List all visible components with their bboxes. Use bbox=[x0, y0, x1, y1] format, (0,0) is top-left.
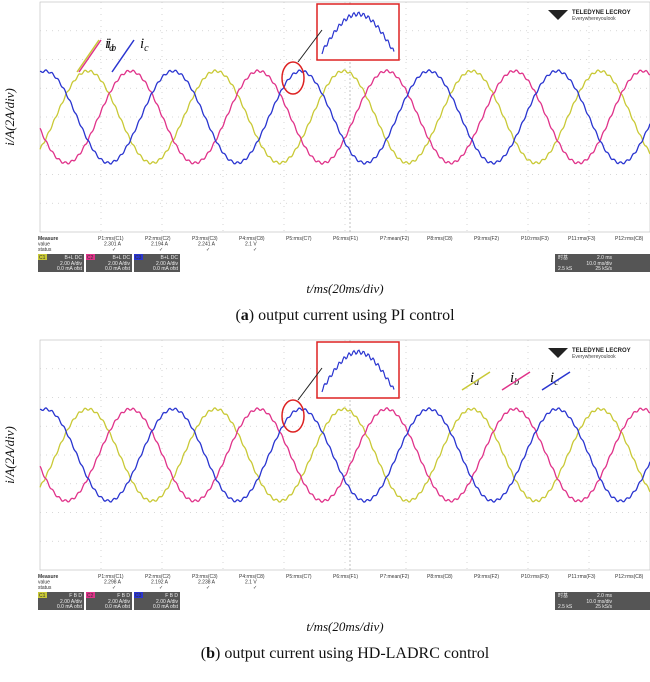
channel-offset: 0.0 mA ofst bbox=[153, 266, 179, 272]
measure-status: ✓ bbox=[112, 247, 116, 253]
channel-name: C1 bbox=[39, 593, 46, 599]
caption-label: b bbox=[206, 645, 215, 662]
measure-param: P8:rms(C8) bbox=[427, 236, 453, 242]
figure: TELEDYNE LECROYEverywhereyoulookiaibici/… bbox=[0, 0, 650, 682]
measure-status: ✓ bbox=[253, 585, 257, 591]
timebase-rate: 25 kS/s bbox=[595, 604, 612, 610]
caption-text: ) output current using HD-LADRC control bbox=[215, 645, 490, 662]
measure-param: P11:rms(F3) bbox=[568, 574, 596, 580]
caption: (a) output current using PI control bbox=[235, 307, 455, 324]
caption-text: ) output current using PI control bbox=[249, 307, 455, 324]
measure-param: P9:rms(F2) bbox=[474, 574, 499, 580]
measure-status: ✓ bbox=[206, 585, 210, 591]
measure-param: P12:rms(C8) bbox=[615, 574, 644, 580]
measure-param: P11:rms(F3) bbox=[568, 236, 596, 242]
timebase-samples: 2.5 kS bbox=[558, 604, 573, 610]
measure-param: P10:rms(F3) bbox=[521, 574, 549, 580]
measure-status: ✓ bbox=[112, 585, 116, 591]
slogan: Everywhereyoulook bbox=[572, 16, 616, 22]
channel-name: C3 bbox=[135, 255, 142, 261]
channel-name: C2 bbox=[87, 255, 94, 261]
measure-header: status bbox=[38, 585, 52, 591]
channel-offset: 0.0 mA ofst bbox=[57, 266, 83, 272]
measure-param: P8:rms(C8) bbox=[427, 574, 453, 580]
y-axis-label: i/A(2A/div) bbox=[2, 426, 17, 484]
channel-offset: 0.0 mA ofst bbox=[105, 604, 131, 610]
channel-name: C3 bbox=[135, 593, 142, 599]
timebase-label: 时基 bbox=[558, 592, 568, 599]
measure-param: P10:rms(F3) bbox=[521, 236, 549, 242]
measure-param: P7:mean(F2) bbox=[380, 574, 410, 580]
y-axis-label: i/A(2A/div) bbox=[2, 88, 17, 146]
measure-status: ✓ bbox=[253, 247, 257, 253]
measure-status: ✓ bbox=[159, 585, 163, 591]
measure-param: P5:rms(C7) bbox=[286, 574, 312, 580]
measure-param: P6:rms(F1) bbox=[333, 574, 358, 580]
channel-name: C2 bbox=[87, 593, 94, 599]
measure-param: P9:rms(F2) bbox=[474, 236, 499, 242]
measure-param: P7:mean(F2) bbox=[380, 236, 410, 242]
channel-name: C1 bbox=[39, 255, 46, 261]
slogan: Everywhereyoulook bbox=[572, 354, 616, 360]
measure-header: status bbox=[38, 247, 52, 253]
channel-offset: 0.0 mA ofst bbox=[105, 266, 131, 272]
timebase-label: 时基 bbox=[558, 254, 568, 261]
measure-status: ✓ bbox=[206, 247, 210, 253]
measure-param: P5:rms(C7) bbox=[286, 236, 312, 242]
measure-param: P6:rms(F1) bbox=[333, 236, 358, 242]
x-axis-label: t/ms(20ms/div) bbox=[306, 619, 383, 634]
measure-status: ✓ bbox=[159, 247, 163, 253]
channel-offset: 0.0 mA ofst bbox=[57, 604, 83, 610]
x-axis-label: t/ms(20ms/div) bbox=[306, 281, 383, 296]
timebase-rate: 25 kS/s bbox=[595, 266, 612, 272]
subscript: b bbox=[111, 43, 116, 54]
caption-label: a bbox=[241, 307, 249, 324]
caption: (b) output current using HD-LADRC contro… bbox=[201, 645, 490, 662]
measure-param: P12:rms(C8) bbox=[615, 236, 644, 242]
subscript: c bbox=[144, 43, 149, 54]
channel-offset: 0.0 mA ofst bbox=[153, 604, 179, 610]
timebase-samples: 2.5 kS bbox=[558, 266, 573, 272]
